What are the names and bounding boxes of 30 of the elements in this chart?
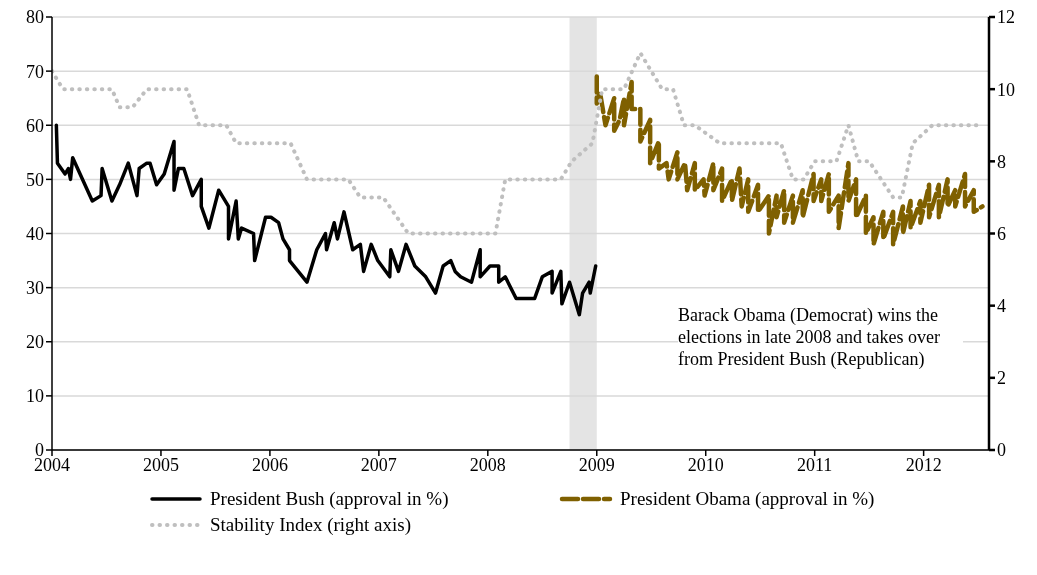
legend-label: Stability Index (right axis) [210,514,412,536]
y-tick-label: 40 [26,223,44,244]
y2-tick-label: 12 [997,7,1015,28]
y2-tick-label: 2 [997,368,1006,389]
y-tick-label: 60 [26,115,44,136]
x-tick-label: 2008 [469,454,506,475]
y-tick-label: 50 [26,169,44,190]
y-tick-label: 20 [26,332,44,353]
x-tick-label: 2011 [797,454,833,475]
y2-tick-label: 0 [997,440,1006,461]
annotation: Barack Obama (Democrat) wins the elections in late 2008 and takes over from President Bush (Republican) [678,304,963,370]
x-tick-label: 2009 [578,454,615,475]
y-tick-label: 10 [26,386,44,407]
y2-tick-label: 4 [997,296,1006,317]
y-tick-label: 80 [26,7,44,28]
y2-tick-label: 6 [997,223,1006,244]
x-tick-label: 2010 [687,454,724,475]
x-tick-label: 2005 [142,454,179,475]
legend-label: President Obama (approval in %) [620,488,875,510]
line-series [52,51,980,236]
y-tick-label: 70 [26,61,44,82]
x-tick-label: 2012 [905,454,942,475]
legend-label: President Bush (approval in %) [210,488,449,510]
x-tick-label: 2007 [360,454,397,475]
y-tick-label: 30 [26,278,44,299]
x-tick-label: 2006 [251,454,288,475]
line-series [594,74,985,247]
line-series [54,123,598,317]
y2-tick-label: 8 [997,151,1006,172]
y2-tick-label: 10 [997,79,1015,100]
